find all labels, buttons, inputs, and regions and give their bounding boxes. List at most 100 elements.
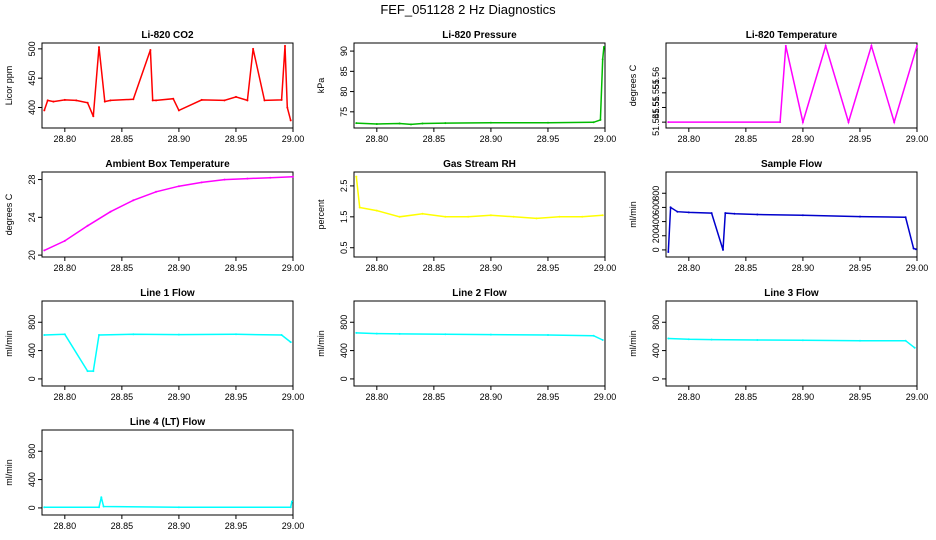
data-point [43,506,46,509]
x-tick-label: 28.95 [849,392,872,402]
data-point [444,333,447,336]
data-point [398,332,401,335]
panel-title: Li-820 Pressure [442,30,517,41]
series-line [43,45,292,121]
data-point [824,44,827,47]
data-point [599,118,602,121]
x-tick-label: 29.00 [594,392,617,402]
plot-frame [41,429,294,516]
data-point [149,49,152,51]
y-tick-label: 2.5 [339,180,349,193]
data-point [756,339,759,341]
data-point [710,338,713,341]
y-tick-label: 51.56 [651,67,661,90]
data-point [398,215,401,218]
data-point [63,239,66,242]
x-tick-label: 29.00 [906,263,929,273]
panel-5: Gas Stream RH 28.80 28.85 28.90 28.95 29.00 0.… [316,159,616,273]
y-tick-label: 24 [27,212,37,222]
x-tick-label: 28.95 [537,134,560,144]
plot-frame [41,300,294,387]
y-tick-label: 28 [27,175,37,185]
series-line [668,337,916,349]
y-axis-label: ml/min [4,330,14,357]
data-point [103,100,106,103]
panel-title: Li-820 CO2 [141,30,194,41]
y-tick-label: 450 [27,71,37,86]
figure-title: FEF_051128 2 Hz Diagnostics [380,2,556,17]
x-tick-label: 28.80 [54,392,77,402]
x-tick-label: 28.95 [537,392,560,402]
data-point [86,224,89,227]
data-point [581,215,584,218]
data-point [535,217,538,220]
data-point [859,215,861,218]
data-point [913,346,916,349]
panel-8: Line 2 Flow 28.80 28.85 28.90 28.95 29.00 0 400… [316,288,616,402]
x-tick-label: 28.95 [225,263,248,273]
x-tick-label: 28.85 [735,392,758,402]
data-point [98,46,100,49]
x-tick-label: 28.85 [111,392,134,402]
panel-3: Li-820 Temperature 28.80 28.85 28.90 28.95 29… [628,30,928,144]
data-point [724,212,727,215]
x-tick-label: 28.80 [366,263,389,273]
y-tick-label: 800 [27,315,37,330]
x-tick-label: 28.90 [792,263,815,273]
y-tick-label: 75 [339,107,349,117]
data-point [870,44,873,47]
y-tick-label: 600 [651,200,661,215]
x-tick-label: 29.00 [594,263,617,273]
panel-title: Gas Stream RH [443,159,516,170]
data-point [355,331,358,334]
y-axis-label: degrees C [628,64,638,106]
x-tick-label: 28.85 [111,521,134,531]
x-tick-label: 29.00 [594,134,617,144]
data-point [779,121,782,124]
data-point [801,214,804,217]
data-point [92,370,95,373]
data-point [601,214,604,217]
data-point [289,119,292,122]
data-point [289,506,292,509]
data-point [235,95,237,98]
series-line [356,46,605,126]
x-tick-label: 29.00 [282,392,305,402]
x-tick-label: 28.80 [366,134,389,144]
data-point [859,339,861,342]
data-point [98,334,100,336]
data-point [63,98,66,101]
data-point [687,211,690,214]
data-point [289,341,292,344]
x-tick-label: 28.90 [168,134,191,144]
panel-title: Ambient Box Temperature [105,159,230,170]
panel-1: Li-820 CO2 28.80 28.85 28.90 28.95 29.00 400 45… [4,30,304,144]
data-point [410,123,412,126]
y-axis-label: kPa [316,78,326,94]
data-point [916,44,918,47]
x-tick-label: 28.80 [678,263,701,273]
data-point [284,44,286,47]
series-line [43,175,294,252]
panel-title: Sample Flow [761,159,822,170]
x-tick-label: 28.90 [168,263,191,273]
panel-7: Line 1 Flow 28.80 28.85 28.90 28.95 29.00 0 400… [4,288,304,402]
data-point [912,247,915,250]
data-point [676,210,679,213]
x-tick-label: 28.95 [225,392,248,402]
x-tick-label: 28.80 [54,263,77,273]
data-point [43,334,46,336]
data-point [375,209,378,212]
data-point [667,251,670,253]
data-point [756,213,759,216]
data-point [547,334,549,336]
y-tick-label: 0 [651,247,661,252]
data-point [914,248,917,251]
x-tick-label: 28.90 [792,134,815,144]
data-point [358,206,361,209]
data-point [421,122,424,125]
data-point [667,337,670,340]
panel-title: Line 4 (LT) Flow [130,417,206,428]
data-point [132,98,135,101]
